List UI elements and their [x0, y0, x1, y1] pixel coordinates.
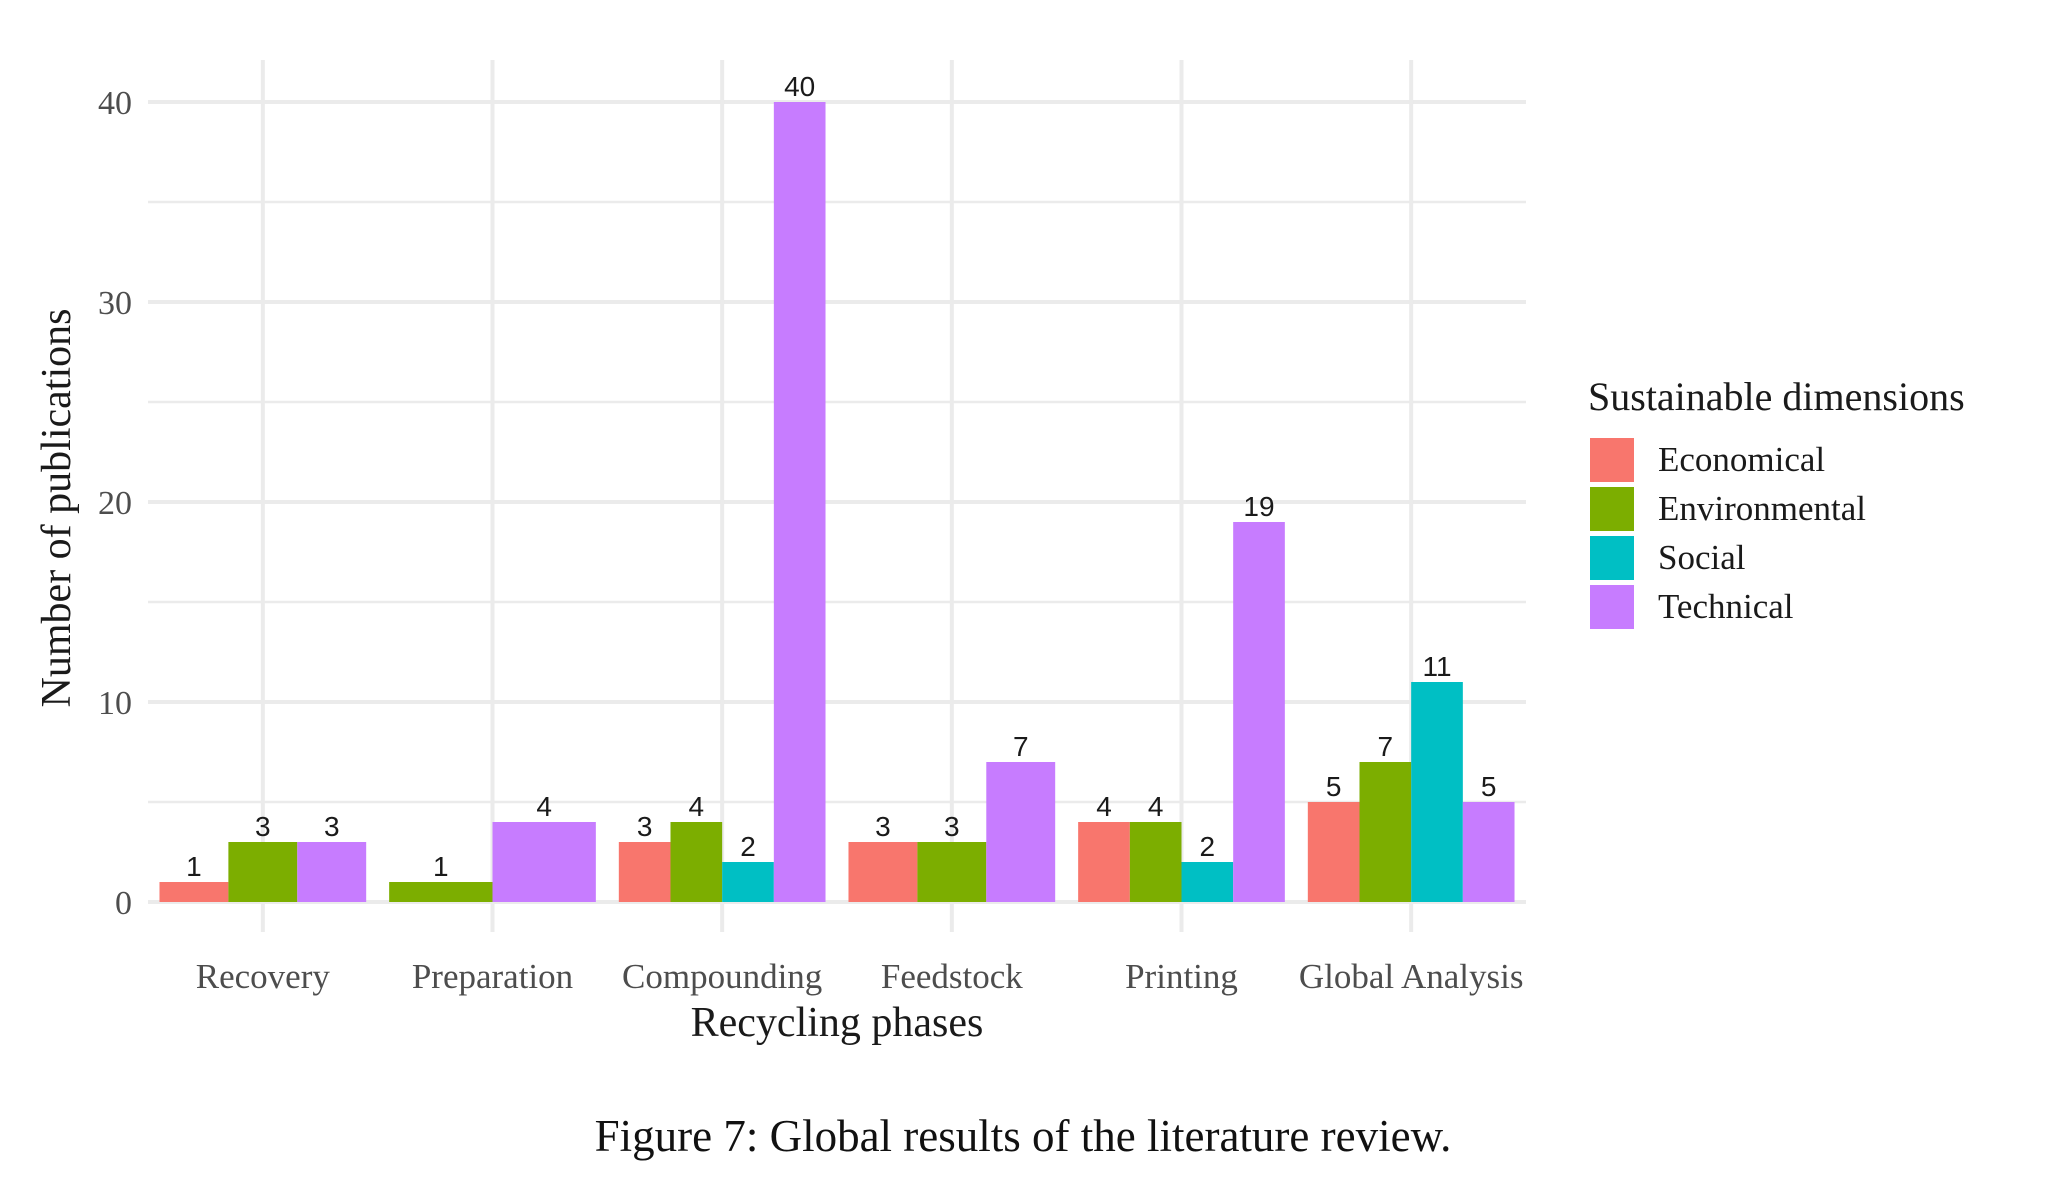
legend-label: Economical	[1658, 440, 1825, 479]
bar-value-label: 5	[1481, 771, 1497, 802]
bar-technical	[492, 822, 596, 902]
x-tick-label: Recovery	[196, 957, 331, 996]
bar-environmental	[917, 842, 987, 902]
bar-value-label: 3	[875, 811, 891, 842]
legend-label: Technical	[1658, 587, 1794, 626]
bar-value-label: 3	[324, 811, 340, 842]
y-axis-title: Number of publications	[34, 309, 80, 708]
bar-value-label: 40	[784, 71, 815, 102]
bar-technical	[297, 842, 367, 902]
bar-value-label: 4	[536, 791, 552, 822]
y-tick-label: 30	[98, 285, 132, 322]
bar-social	[722, 862, 774, 902]
bar-environmental	[670, 822, 723, 902]
bar-value-label: 3	[255, 811, 271, 842]
bar-value-label: 4	[689, 791, 705, 822]
bar-value-label: 3	[637, 811, 653, 842]
bar-value-label: 5	[1326, 771, 1342, 802]
legend-key-technical	[1590, 585, 1634, 629]
bar-value-label: 1	[433, 851, 449, 882]
bar-value-label: 11	[1422, 651, 1451, 682]
bar-economical	[1078, 822, 1130, 902]
y-tick-label: 10	[98, 685, 132, 722]
x-tick-label: Feedstock	[881, 957, 1023, 996]
x-tick-label: Global Analysis	[1299, 957, 1524, 996]
data-labels: 1 3 3 1 4 3 4 2 40 3 3 7 4 4 2 19 5 7 11 5	[186, 71, 1496, 882]
bar-value-label: 2	[1200, 831, 1216, 862]
bar-social	[1411, 682, 1463, 902]
x-tick-label: Preparation	[412, 957, 573, 996]
legend-key-environmental	[1590, 487, 1634, 531]
y-axis-ticks: 0 10 20 30 40	[98, 85, 132, 922]
bar-economical	[1307, 802, 1360, 902]
bar-value-label: 7	[1378, 731, 1394, 762]
grid	[148, 60, 1526, 932]
bar-environmental	[1129, 822, 1182, 902]
bar-technical	[986, 762, 1056, 902]
x-tick-label: Compounding	[622, 957, 822, 996]
y-tick-label: 20	[98, 485, 132, 522]
bar-value-label: 1	[186, 851, 202, 882]
legend-key-social	[1590, 536, 1634, 580]
bar-value-label: 7	[1013, 731, 1029, 762]
bar-value-label: 4	[1148, 791, 1164, 822]
bar-technical	[1462, 802, 1515, 902]
x-axis-ticks: Recovery Preparation Compounding Feedstock P…	[196, 957, 1524, 996]
x-tick-label: Printing	[1125, 957, 1238, 996]
bar-value-label: 2	[740, 831, 756, 862]
bar-value-label: 3	[944, 811, 960, 842]
bar-environmental	[228, 842, 298, 902]
bar-value-label: 4	[1096, 791, 1112, 822]
y-tick-label: 0	[115, 885, 132, 922]
bar-economical	[618, 842, 671, 902]
legend-title: Sustainable dimensions	[1588, 374, 1965, 419]
legend-key-economical	[1590, 438, 1634, 482]
bar-environmental	[389, 882, 493, 902]
bar-technical	[773, 102, 826, 902]
bar-technical	[1233, 522, 1285, 902]
legend: Sustainable dimensions Economical Environ…	[1588, 374, 1965, 629]
legend-label: Environmental	[1658, 489, 1866, 528]
figure-caption: Figure 7: Global results of the literatu…	[594, 1111, 1452, 1161]
x-axis-title: Recycling phases	[691, 1000, 984, 1046]
bar-environmental	[1359, 762, 1412, 902]
bar-economical	[848, 842, 918, 902]
bar-economical	[159, 882, 229, 902]
legend-label: Social	[1658, 538, 1746, 577]
bars	[159, 102, 1515, 902]
y-tick-label: 40	[98, 85, 132, 122]
bar-social	[1181, 862, 1234, 902]
bar-value-label: 19	[1243, 491, 1274, 522]
